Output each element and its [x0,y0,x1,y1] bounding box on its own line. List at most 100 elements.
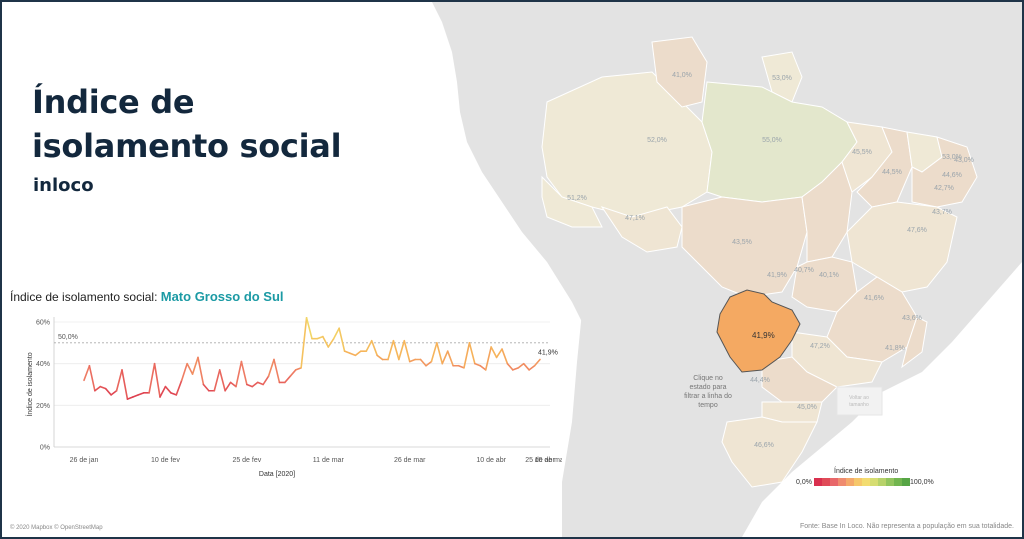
series-segment[interactable] [110,389,118,396]
series-segment[interactable] [289,369,297,377]
series-segment[interactable] [191,356,199,375]
series-segment[interactable] [343,350,351,355]
series-segment[interactable] [197,356,205,386]
series-segment[interactable] [218,369,226,392]
series-segment[interactable] [224,381,232,392]
series-segment[interactable] [294,367,302,371]
series-segment[interactable] [273,358,281,384]
state-mt[interactable] [681,196,808,298]
series-segment[interactable] [387,339,395,361]
state-ro[interactable] [600,206,683,253]
series-segment[interactable] [349,352,357,357]
series-segment[interactable] [517,362,525,369]
isolation-line-chart[interactable]: 50,0% 60% 40% 20% 0% 26 de jan 10 de fev 25 d… [2,304,562,484]
series-segment[interactable] [229,381,237,388]
series-segment[interactable] [126,396,134,400]
state-ms-selected[interactable] [716,289,801,373]
series-segment[interactable] [235,360,243,388]
series-segment[interactable] [164,385,172,394]
series-segment[interactable] [170,392,178,396]
series-segment[interactable] [479,364,487,371]
series-segment[interactable] [186,362,194,375]
series-segment[interactable] [159,385,167,398]
series-segment[interactable] [175,379,183,396]
series-segment[interactable] [148,362,156,394]
series-segment[interactable] [495,348,503,359]
state-ap[interactable] [761,51,803,103]
series-segment[interactable] [474,362,482,367]
legend-min: 0,0% [796,479,812,486]
series-segment[interactable] [256,381,264,386]
state-ne-east[interactable] [911,136,978,208]
series-segment[interactable] [202,383,210,392]
series-segment[interactable] [501,348,509,365]
series-segment[interactable] [468,342,476,365]
state-es-rj[interactable] [901,316,928,369]
series-segment[interactable] [327,337,335,348]
series-segment[interactable] [463,342,471,369]
series-segment[interactable] [246,383,254,388]
series-segment[interactable] [506,362,514,371]
series-segment[interactable] [403,339,411,363]
series-line[interactable] [83,317,541,400]
legend-swatch [814,478,822,486]
series-segment[interactable] [213,369,221,392]
state-ba[interactable] [846,201,958,293]
map-state-label: 53,0% [942,154,962,161]
series-segment[interactable] [88,364,96,392]
series-segment[interactable] [300,317,308,369]
series-segment[interactable] [83,364,91,382]
series-segment[interactable] [137,392,145,396]
series-segment[interactable] [99,385,107,390]
series-segment[interactable] [104,387,112,396]
reset-box[interactable] [836,386,883,416]
state-rr[interactable] [651,36,708,108]
series-segment[interactable] [262,375,270,386]
series-segment[interactable] [94,385,102,392]
series-segment[interactable] [305,317,313,340]
series-segment[interactable] [153,362,161,398]
state-rs[interactable] [721,416,818,488]
series-segment[interactable] [484,346,492,371]
series-segment[interactable] [121,369,129,400]
series-segment[interactable] [398,339,406,361]
series-segment[interactable] [332,327,340,340]
series-segment[interactable] [267,358,275,377]
series-segment[interactable] [533,358,541,367]
series-segment[interactable] [284,375,292,384]
series-segment[interactable] [115,369,123,392]
series-segment[interactable] [419,358,427,367]
series-segment[interactable] [392,339,400,361]
series-segment[interactable] [370,339,378,357]
series-segment[interactable] [376,354,384,361]
series-segment[interactable] [408,358,416,363]
series-segment[interactable] [322,335,330,348]
state-ac[interactable] [541,175,603,228]
map-state-label: 42,7% [934,185,954,192]
series-segment[interactable] [457,364,465,369]
series-segment[interactable] [512,367,520,371]
legend-swatch [886,478,894,486]
series-segment[interactable] [132,394,140,398]
series-segment[interactable] [316,335,324,340]
series-segment[interactable] [436,342,444,365]
series-segment[interactable] [430,342,438,363]
legend-swatch [862,478,870,486]
series-segment[interactable] [522,362,530,371]
series-segment[interactable] [180,362,188,382]
series-segment[interactable] [251,381,259,388]
series-segment[interactable] [425,360,433,367]
series-segment[interactable] [365,339,373,352]
legend-swatch [854,478,862,486]
series-segment[interactable] [240,360,248,386]
map-state-label: 41,0% [672,72,692,79]
series-segment[interactable] [354,350,362,357]
series-segment[interactable] [528,364,536,371]
state-pr[interactable] [761,356,838,403]
x-tick-label: 26 de mar [394,457,426,464]
series-segment[interactable] [490,346,498,359]
series-segment[interactable] [441,350,449,365]
series-segment[interactable] [338,327,346,352]
series-segment[interactable] [446,350,454,367]
